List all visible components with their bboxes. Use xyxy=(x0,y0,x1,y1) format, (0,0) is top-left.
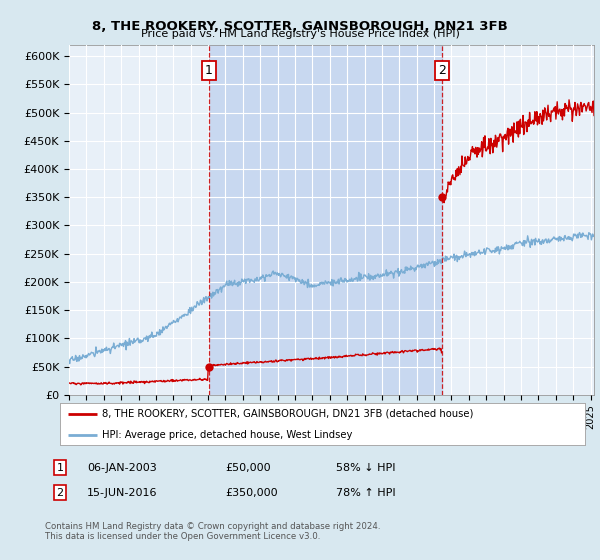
Text: 2: 2 xyxy=(56,488,64,498)
Text: 1: 1 xyxy=(56,463,64,473)
Text: 8, THE ROOKERY, SCOTTER, GAINSBOROUGH, DN21 3FB: 8, THE ROOKERY, SCOTTER, GAINSBOROUGH, D… xyxy=(92,20,508,32)
Text: 06-JAN-2003: 06-JAN-2003 xyxy=(87,463,157,473)
Text: 1: 1 xyxy=(205,64,213,77)
Text: £350,000: £350,000 xyxy=(225,488,278,498)
Text: Price paid vs. HM Land Registry's House Price Index (HPI): Price paid vs. HM Land Registry's House … xyxy=(140,29,460,39)
Text: 2: 2 xyxy=(438,64,446,77)
Text: 8, THE ROOKERY, SCOTTER, GAINSBOROUGH, DN21 3FB (detached house): 8, THE ROOKERY, SCOTTER, GAINSBOROUGH, D… xyxy=(102,409,473,419)
Text: HPI: Average price, detached house, West Lindsey: HPI: Average price, detached house, West… xyxy=(102,430,352,440)
Text: 15-JUN-2016: 15-JUN-2016 xyxy=(87,488,157,498)
Text: 78% ↑ HPI: 78% ↑ HPI xyxy=(336,488,395,498)
Bar xyxy=(209,45,442,395)
Text: £50,000: £50,000 xyxy=(225,463,271,473)
Text: 58% ↓ HPI: 58% ↓ HPI xyxy=(336,463,395,473)
Text: Contains HM Land Registry data © Crown copyright and database right 2024.
This d: Contains HM Land Registry data © Crown c… xyxy=(45,522,380,542)
